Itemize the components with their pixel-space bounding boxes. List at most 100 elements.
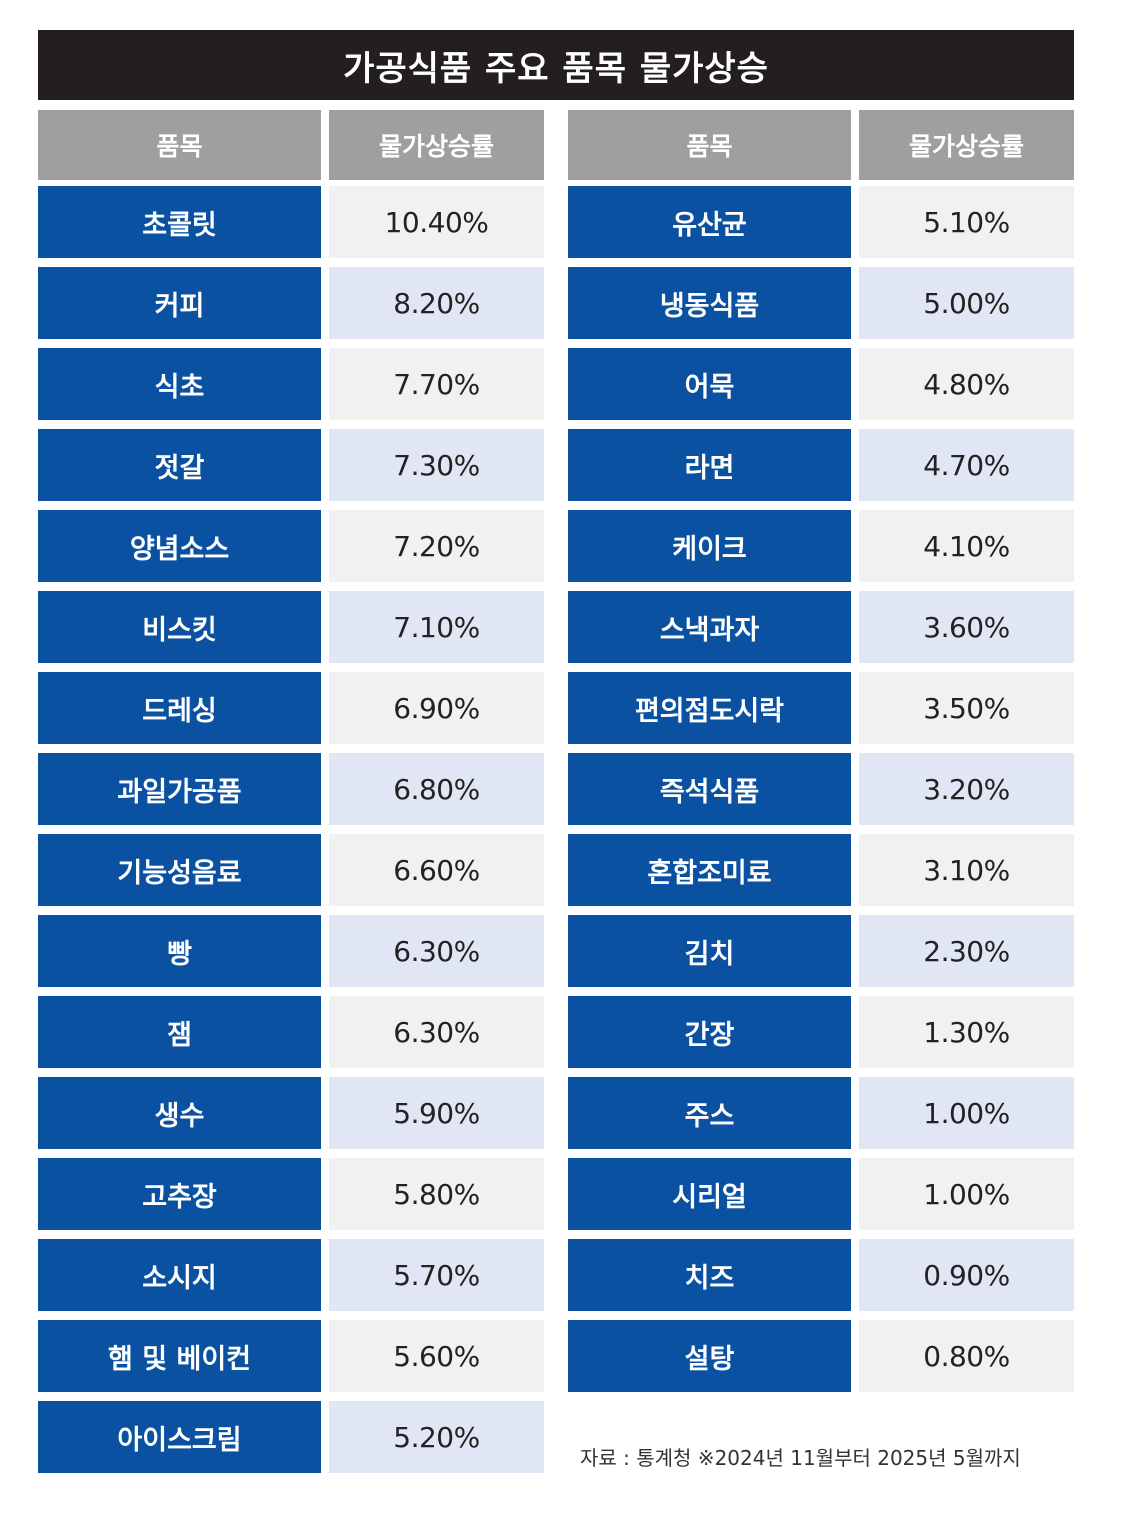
item-cell: 주스 [568,1077,851,1149]
rate-cell: 6.60% [329,834,544,906]
rate-cell: 7.20% [329,510,544,582]
rate-cell: 1.00% [859,1077,1074,1149]
table-row: 냉동식품 5.00% [568,267,1074,339]
item-cell: 드레싱 [38,672,321,744]
rate-cell: 8.20% [329,267,544,339]
price-table-left: 품목 물가상승률 초콜릿 10.40% 커피 8.20% 식초 7.70% 젓갈 7.30% 양… [38,110,544,1482]
item-cell: 커피 [38,267,321,339]
rate-cell: 6.30% [329,996,544,1068]
item-cell: 과일가공품 [38,753,321,825]
item-cell: 비스킷 [38,591,321,663]
table-row: 소시지 5.70% [38,1239,544,1311]
item-cell: 스낵과자 [568,591,851,663]
table-row: 김치 2.30% [568,915,1074,987]
price-table-right: 품목 물가상승률 유산균 5.10% 냉동식품 5.00% 어묵 4.80% 라면 4.70%… [568,110,1074,1401]
table-row: 생수 5.90% [38,1077,544,1149]
chart-title: 가공식품 주요 품목 물가상승 [38,30,1074,100]
rate-cell: 3.50% [859,672,1074,744]
table-row: 케이크 4.10% [568,510,1074,582]
rate-cell: 5.20% [329,1401,544,1473]
rate-cell: 6.30% [329,915,544,987]
rate-cell: 5.70% [329,1239,544,1311]
item-cell: 빵 [38,915,321,987]
item-cell: 케이크 [568,510,851,582]
rate-cell: 5.10% [859,186,1074,258]
rate-cell: 1.30% [859,996,1074,1068]
rate-cell: 0.80% [859,1320,1074,1392]
table-row: 설탕 0.80% [568,1320,1074,1392]
table-row: 빵 6.30% [38,915,544,987]
rate-cell: 5.00% [859,267,1074,339]
item-cell: 생수 [38,1077,321,1149]
source-note: 자료 : 통계청 ※2024년 11월부터 2025년 5월까지 [580,1446,1021,1470]
table-row: 주스 1.00% [568,1077,1074,1149]
table-row: 아이스크림 5.20% [38,1401,544,1473]
rate-cell: 3.20% [859,753,1074,825]
rate-cell: 7.10% [329,591,544,663]
rate-cell: 4.80% [859,348,1074,420]
rate-cell: 4.10% [859,510,1074,582]
item-cell: 초콜릿 [38,186,321,258]
item-cell: 식초 [38,348,321,420]
table-row: 고추장 5.80% [38,1158,544,1230]
table-row: 기능성음료 6.60% [38,834,544,906]
item-cell: 간장 [568,996,851,1068]
rate-cell: 2.30% [859,915,1074,987]
rate-cell: 6.90% [329,672,544,744]
table-row: 초콜릿 10.40% [38,186,544,258]
table-header: 품목 물가상승률 [568,110,1074,180]
item-cell: 고추장 [38,1158,321,1230]
rate-cell: 5.90% [329,1077,544,1149]
rate-cell: 7.30% [329,429,544,501]
table-row: 치즈 0.90% [568,1239,1074,1311]
item-cell: 햄 및 베이컨 [38,1320,321,1392]
table-row: 젓갈 7.30% [38,429,544,501]
table-row: 스낵과자 3.60% [568,591,1074,663]
item-cell: 치즈 [568,1239,851,1311]
item-cell: 젓갈 [38,429,321,501]
table-row: 유산균 5.10% [568,186,1074,258]
table-row: 라면 4.70% [568,429,1074,501]
table-row: 과일가공품 6.80% [38,753,544,825]
item-cell: 어묵 [568,348,851,420]
table-row: 비스킷 7.10% [38,591,544,663]
item-cell: 편의점도시락 [568,672,851,744]
table-row: 식초 7.70% [38,348,544,420]
item-cell: 라면 [568,429,851,501]
header-rate: 물가상승률 [329,110,544,180]
item-cell: 기능성음료 [38,834,321,906]
rate-cell: 10.40% [329,186,544,258]
item-cell: 설탕 [568,1320,851,1392]
item-cell: 김치 [568,915,851,987]
table-row: 간장 1.30% [568,996,1074,1068]
item-cell: 혼합조미료 [568,834,851,906]
item-cell: 냉동식품 [568,267,851,339]
rate-cell: 3.60% [859,591,1074,663]
header-item: 품목 [568,110,851,180]
table-row: 양념소스 7.20% [38,510,544,582]
table-row: 드레싱 6.90% [38,672,544,744]
rate-cell: 4.70% [859,429,1074,501]
item-cell: 즉석식품 [568,753,851,825]
rate-cell: 3.10% [859,834,1074,906]
table-row: 혼합조미료 3.10% [568,834,1074,906]
table-row: 햄 및 베이컨 5.60% [38,1320,544,1392]
rate-cell: 7.70% [329,348,544,420]
table-row: 커피 8.20% [38,267,544,339]
table-header: 품목 물가상승률 [38,110,544,180]
rate-cell: 5.60% [329,1320,544,1392]
item-cell: 아이스크림 [38,1401,321,1473]
rate-cell: 6.80% [329,753,544,825]
rate-cell: 1.00% [859,1158,1074,1230]
rate-cell: 5.80% [329,1158,544,1230]
rate-cell: 0.90% [859,1239,1074,1311]
item-cell: 시리얼 [568,1158,851,1230]
table-row: 시리얼 1.00% [568,1158,1074,1230]
header-item: 품목 [38,110,321,180]
table-row: 편의점도시락 3.50% [568,672,1074,744]
item-cell: 유산균 [568,186,851,258]
header-rate: 물가상승률 [859,110,1074,180]
item-cell: 잼 [38,996,321,1068]
table-row: 잼 6.30% [38,996,544,1068]
item-cell: 양념소스 [38,510,321,582]
